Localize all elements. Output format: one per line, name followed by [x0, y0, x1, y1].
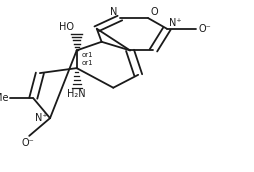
- Text: N: N: [110, 7, 117, 17]
- Text: HO: HO: [59, 22, 74, 32]
- Text: or1: or1: [82, 52, 93, 58]
- Text: O: O: [151, 7, 158, 17]
- Text: N⁺: N⁺: [35, 113, 47, 123]
- Text: Me: Me: [0, 93, 8, 103]
- Text: H₂N: H₂N: [67, 89, 86, 99]
- Text: O⁻: O⁻: [198, 24, 211, 34]
- Text: N⁺: N⁺: [169, 18, 182, 28]
- Text: or1: or1: [82, 60, 93, 66]
- Text: O⁻: O⁻: [22, 138, 34, 148]
